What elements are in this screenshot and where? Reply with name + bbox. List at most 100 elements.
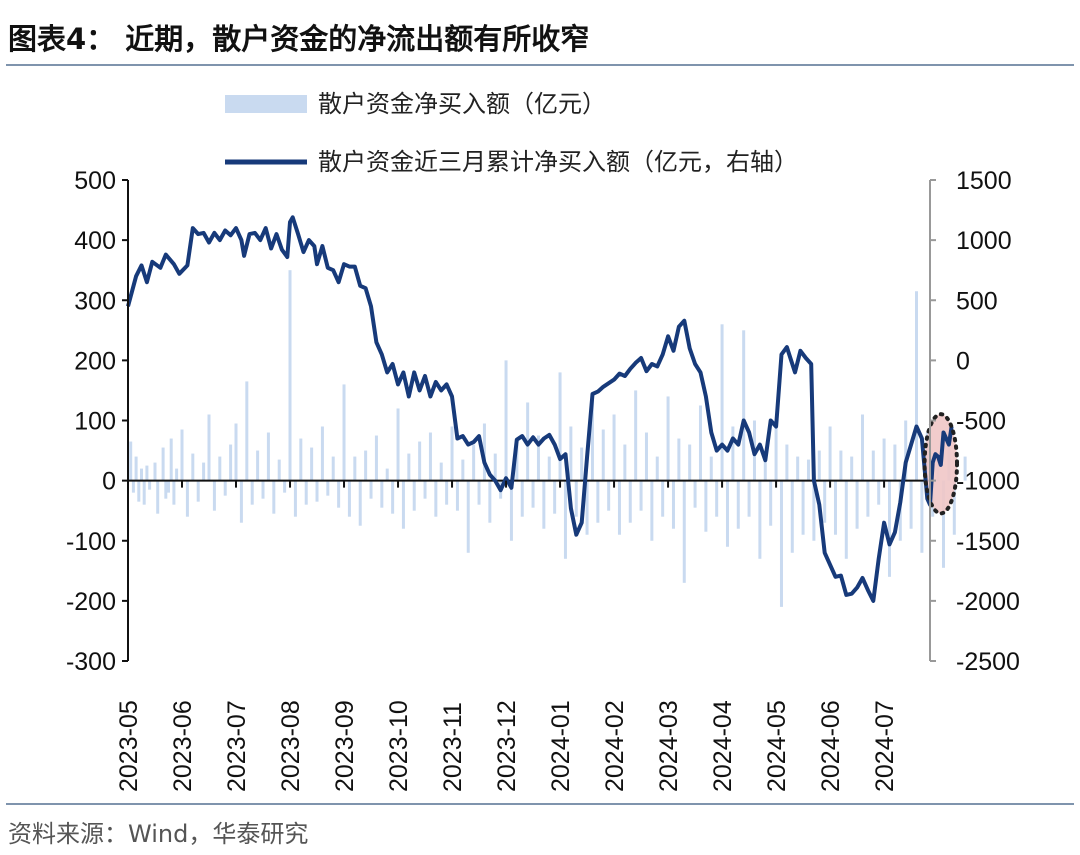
bar-85 [553, 480, 557, 514]
bar-84 [547, 456, 551, 481]
bar-13 [169, 438, 173, 481]
bar-152 [914, 291, 918, 481]
left-tick-label: 0 [102, 468, 116, 496]
bar-78 [515, 444, 519, 481]
bar-61 [423, 480, 427, 499]
bar-34 [277, 459, 281, 481]
bar-139 [844, 480, 848, 559]
bar-89 [574, 480, 578, 517]
bar-19 [196, 480, 200, 502]
bar-142 [860, 414, 864, 481]
bar-31 [261, 480, 265, 499]
bar-115 [715, 480, 719, 517]
bar-146 [882, 438, 886, 481]
bar-97 [617, 480, 621, 535]
source-note: 资料来源：Wind，华泰研究 [8, 820, 309, 848]
highlight-outline [922, 412, 960, 516]
x-tick-label: 2023-05 [115, 700, 143, 792]
bar-62 [428, 432, 432, 481]
bar-4 [140, 468, 144, 481]
bar-30 [256, 450, 260, 481]
bar-137 [833, 480, 837, 535]
bar-3 [137, 480, 141, 502]
bar-48 [353, 456, 357, 481]
x-tick-label: 2023-09 [331, 700, 359, 792]
bar-141 [855, 480, 859, 529]
bar-138 [839, 450, 843, 481]
bar-147 [887, 480, 891, 577]
bar-32 [266, 432, 270, 481]
bar-25 [229, 444, 233, 481]
bar-51 [369, 480, 373, 499]
bar-90 [580, 447, 584, 481]
bar-106 [666, 396, 670, 481]
right-tick-label: -2500 [956, 648, 1020, 676]
x-tick-label: 2024-05 [763, 700, 791, 792]
right-tick-label: -1000 [956, 468, 1020, 496]
bar-86 [558, 372, 562, 481]
bar-129 [790, 480, 794, 553]
bar-107 [671, 480, 675, 529]
right-tick-label: 0 [956, 347, 970, 375]
bar-117 [725, 480, 729, 547]
x-tick-label: 2023-06 [169, 700, 197, 792]
bar-12 [167, 480, 171, 493]
bar-44 [331, 456, 335, 481]
bar-66 [450, 426, 454, 481]
bar-109 [682, 480, 686, 583]
bar-143 [866, 480, 870, 517]
bar-114 [709, 456, 713, 481]
right-tick-label: -1500 [956, 528, 1020, 556]
x-tick-label: 2023-12 [493, 700, 521, 792]
bar-136 [828, 426, 832, 481]
bar-160 [963, 456, 967, 481]
bar-124 [763, 450, 767, 481]
bar-56 [396, 408, 400, 481]
bar-98 [623, 444, 627, 481]
bar-91 [585, 480, 589, 535]
bar-series [129, 270, 967, 607]
bar-63 [434, 480, 438, 517]
legend-line-label: 散户资金近三月累计净买入额（亿元，右轴） [318, 148, 798, 176]
x-tick-label: 2024-07 [871, 700, 899, 792]
bar-43 [326, 480, 330, 496]
bar-150 [904, 420, 908, 481]
bar-6 [145, 465, 149, 481]
bar-7 [148, 480, 152, 490]
bar-92 [590, 396, 594, 481]
bar-36 [288, 270, 292, 481]
bar-131 [801, 480, 805, 535]
bottom-divider [6, 803, 1074, 805]
bar-128 [785, 444, 789, 481]
bar-88 [569, 426, 573, 481]
bar-18 [191, 453, 195, 481]
right-tick-label: -2000 [956, 588, 1020, 616]
bar-54 [385, 468, 389, 481]
bar-126 [774, 426, 778, 481]
bar-77 [509, 480, 513, 541]
bar-125 [769, 480, 773, 526]
x-tick-label: 2023-11 [439, 702, 467, 792]
x-tick-label: 2024-03 [655, 700, 683, 792]
bar-41 [315, 480, 319, 502]
bar-157 [942, 480, 946, 568]
bar-42 [320, 426, 324, 481]
bar-17 [185, 480, 189, 517]
bar-11 [164, 480, 168, 499]
cumulative-line [126, 215, 954, 603]
bar-33 [272, 480, 276, 514]
right-tick-label: 1500 [956, 167, 1012, 195]
bar-45 [337, 480, 341, 508]
bar-121 [747, 480, 751, 517]
bar-23 [218, 456, 222, 481]
bar-70 [472, 444, 476, 481]
bar-47 [347, 480, 351, 517]
bar-73 [488, 480, 492, 523]
bar-132 [806, 459, 810, 481]
left-tick-label: -100 [66, 528, 116, 556]
chart-canvas: 散户资金净买入额（亿元） 散户资金近三月累计净买入额（亿元，右轴） 500 400 3… [66, 90, 1020, 792]
bar-112 [698, 405, 702, 481]
bar-28 [245, 381, 249, 481]
bar-14 [172, 480, 176, 505]
left-tick-label: 400 [74, 227, 116, 255]
